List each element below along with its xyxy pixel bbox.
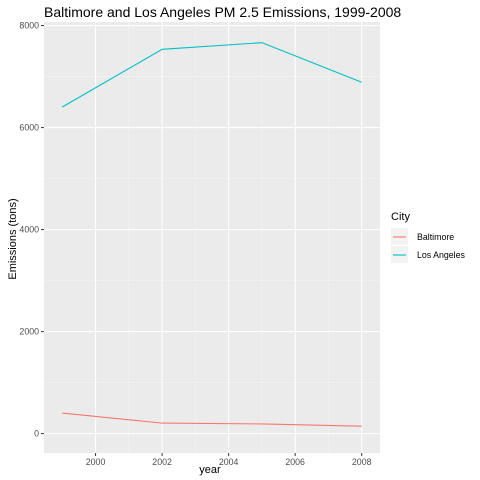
y-tick-label: 2000 [19, 327, 39, 337]
y-axis-title: Emissions (tons) [7, 198, 19, 279]
plot-panel [44, 22, 380, 453]
y-tick-label: 0 [34, 429, 39, 439]
y-tick-label: 4000 [19, 225, 39, 235]
legend-title: City [391, 211, 410, 223]
chart-title: Baltimore and Los Angeles PM 2.5 Emissio… [44, 4, 401, 20]
legend-label-los-angeles: Los Angeles [417, 250, 466, 260]
x-tick-label: 2006 [285, 457, 305, 467]
y-tick-label: 8000 [19, 21, 39, 31]
x-tick-label: 2000 [86, 457, 106, 467]
legend: City Baltimore Los Angeles [391, 211, 466, 263]
x-tick-label: 2002 [152, 457, 172, 467]
x-tick-label: 2004 [219, 457, 239, 467]
series-line-los-angeles [62, 42, 362, 108]
series-line-baltimore [62, 412, 362, 427]
x-tick-label: 2008 [352, 457, 372, 467]
grid-minor [44, 22, 380, 453]
series-lines [62, 42, 362, 427]
x-axis-ticks: 2000 2002 2004 2006 2008 [86, 453, 372, 467]
x-axis-title: year [199, 464, 221, 476]
y-tick-label: 6000 [19, 123, 39, 133]
y-axis-ticks: 0 2000 4000 6000 8000 [19, 21, 44, 439]
legend-label-baltimore: Baltimore [417, 232, 454, 242]
grid-major [44, 22, 380, 453]
